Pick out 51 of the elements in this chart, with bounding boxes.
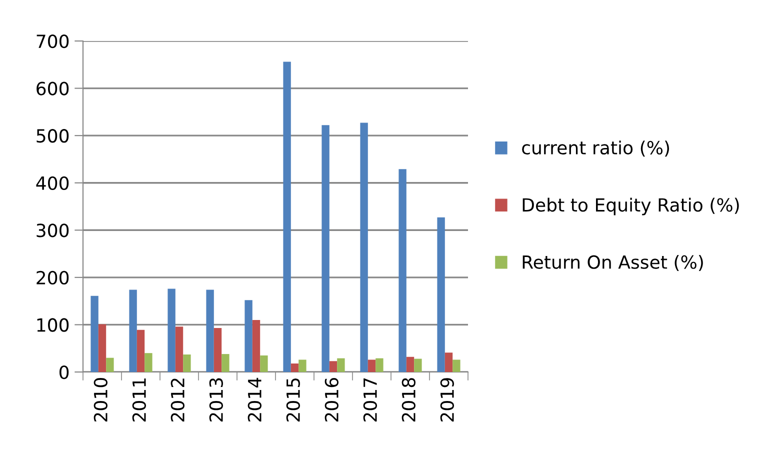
bar [283,62,291,372]
bar [368,360,376,372]
bar [175,326,184,372]
bar [214,328,222,372]
x-tick-label: 2013 [209,378,223,422]
bar [444,352,453,372]
bar [437,217,445,372]
bar [337,358,345,372]
bar [144,353,152,372]
bar [322,125,330,372]
bar [360,122,368,372]
y-tick-label: 500 [36,129,69,143]
bar [252,320,260,372]
bar [298,360,306,372]
bar [90,296,98,372]
x-tick-label: 2018 [402,378,416,422]
bar [290,363,299,372]
x-tick-label: 2011 [132,378,146,422]
y-tick-label: 100 [37,318,69,332]
bar [398,169,406,372]
y-tick-label: 0 [60,365,69,380]
x-tick-label: 2014 [248,378,262,422]
legend-label: current ratio (%) [522,140,670,157]
y-tick-label: 600 [36,82,69,96]
bar [136,330,145,372]
x-tick-label: 2016 [324,378,338,422]
y-tick-label: 700 [36,34,69,48]
legend-label: Debt to Equity Ratio (%) [522,198,739,216]
y-tick-label: 300 [36,224,69,238]
x-tick-label: 2012 [170,378,184,422]
bar [244,300,252,372]
y-tick-label: 400 [36,176,69,190]
bar [414,358,422,372]
y-tick-label: 200 [36,270,69,285]
x-tick-label: 2015 [286,378,300,422]
bar [452,360,460,372]
x-tick-label: 2017 [363,378,377,422]
bar [376,358,384,372]
bar [260,355,268,372]
bar [168,288,176,372]
x-tick-label: 2010 [94,378,108,422]
bar [206,290,214,372]
legend-label: Return On Asset (%) [522,254,703,272]
bar [406,356,414,372]
bar [329,361,338,372]
bar [98,324,106,372]
x-tick-label: 2019 [440,378,454,422]
bar [183,354,191,372]
bar [106,358,114,372]
bar [129,290,137,372]
bar [222,354,230,372]
